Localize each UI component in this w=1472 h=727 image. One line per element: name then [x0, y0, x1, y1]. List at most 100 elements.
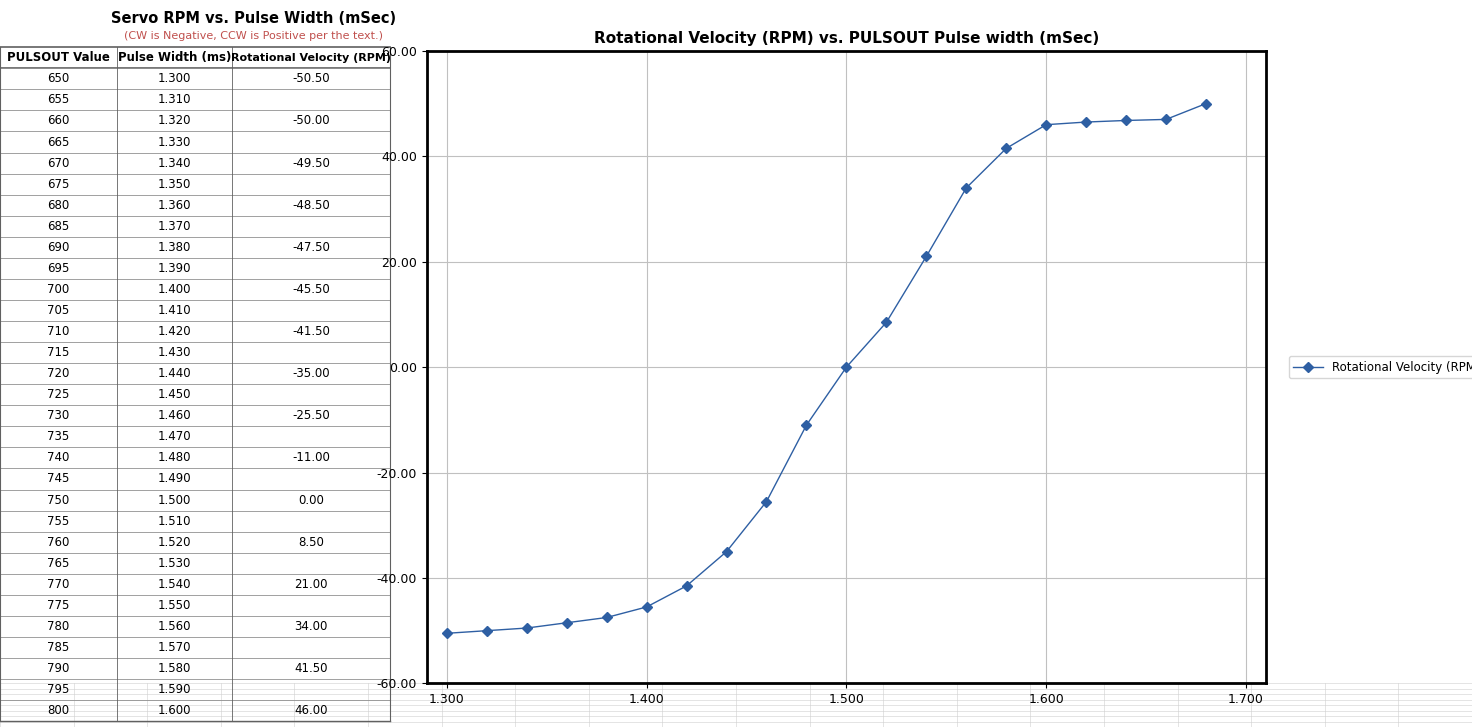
- Rotational Velocity (RPM): [1117, 116, 1135, 125]
- Rotational Velocity (RPM): [478, 627, 496, 635]
- Text: 34.00: 34.00: [294, 620, 328, 633]
- Text: 785: 785: [47, 641, 69, 654]
- Text: 750: 750: [47, 494, 69, 507]
- Text: 1.300: 1.300: [158, 73, 191, 85]
- Text: 1.540: 1.540: [158, 578, 191, 591]
- Text: 21.00: 21.00: [294, 578, 328, 591]
- Rotational Velocity (RPM): [1078, 118, 1095, 126]
- Text: 765: 765: [47, 557, 69, 570]
- Text: 755: 755: [47, 515, 69, 528]
- Text: 670: 670: [47, 156, 69, 169]
- Text: 1.330: 1.330: [158, 135, 191, 148]
- Text: 1.390: 1.390: [158, 262, 191, 275]
- Text: 650: 650: [47, 73, 69, 85]
- Rotational Velocity (RPM): [758, 497, 776, 506]
- Text: 1.360: 1.360: [158, 198, 191, 212]
- Text: 795: 795: [47, 683, 69, 696]
- Rotational Velocity (RPM): [1157, 115, 1175, 124]
- Text: 1.600: 1.600: [158, 704, 191, 717]
- Rotational Velocity (RPM): [838, 363, 855, 371]
- Text: -50.50: -50.50: [293, 73, 330, 85]
- Text: 1.510: 1.510: [158, 515, 191, 528]
- Text: 1.570: 1.570: [158, 641, 191, 654]
- Legend: Rotational Velocity (RPM): Rotational Velocity (RPM): [1288, 356, 1472, 378]
- Rotational Velocity (RPM): [598, 613, 615, 622]
- Text: 1.480: 1.480: [158, 451, 191, 465]
- Text: 1.560: 1.560: [158, 620, 191, 633]
- Text: 790: 790: [47, 662, 69, 675]
- Text: -35.00: -35.00: [293, 367, 330, 380]
- Text: 720: 720: [47, 367, 69, 380]
- Text: 695: 695: [47, 262, 69, 275]
- Text: 1.490: 1.490: [158, 473, 191, 486]
- Text: -45.50: -45.50: [293, 283, 330, 296]
- Line: Rotational Velocity (RPM): Rotational Velocity (RPM): [443, 100, 1210, 637]
- Text: 1.380: 1.380: [158, 241, 191, 254]
- Text: 660: 660: [47, 114, 69, 127]
- Text: Servo RPM vs. Pulse Width (mSec): Servo RPM vs. Pulse Width (mSec): [110, 11, 396, 26]
- Text: Pulse Width (ms): Pulse Width (ms): [118, 52, 231, 64]
- Text: 1.460: 1.460: [158, 409, 191, 422]
- Text: 1.550: 1.550: [158, 599, 191, 612]
- Text: 1.370: 1.370: [158, 220, 191, 233]
- Text: 775: 775: [47, 599, 69, 612]
- Text: 770: 770: [47, 578, 69, 591]
- Text: 745: 745: [47, 473, 69, 486]
- Text: 1.450: 1.450: [158, 388, 191, 401]
- Rotational Velocity (RPM): [877, 318, 895, 326]
- Text: 1.500: 1.500: [158, 494, 191, 507]
- Text: 1.520: 1.520: [158, 536, 191, 549]
- Text: 1.430: 1.430: [158, 346, 191, 359]
- Text: 1.580: 1.580: [158, 662, 191, 675]
- Rotational Velocity (RPM): [998, 144, 1016, 153]
- Text: 710: 710: [47, 325, 69, 338]
- Text: 690: 690: [47, 241, 69, 254]
- Rotational Velocity (RPM): [1197, 99, 1214, 108]
- Text: -47.50: -47.50: [291, 241, 330, 254]
- Rotational Velocity (RPM): [1038, 120, 1055, 129]
- Text: 0.00: 0.00: [299, 494, 324, 507]
- Text: 1.310: 1.310: [158, 93, 191, 106]
- Text: 700: 700: [47, 283, 69, 296]
- Text: (CW is Negative, CCW is Positive per the text.): (CW is Negative, CCW is Positive per the…: [124, 31, 383, 41]
- Text: 675: 675: [47, 177, 69, 190]
- Text: 1.470: 1.470: [158, 430, 191, 443]
- Text: 1.340: 1.340: [158, 156, 191, 169]
- Text: 730: 730: [47, 409, 69, 422]
- Rotational Velocity (RPM): [957, 183, 974, 192]
- Text: 8.50: 8.50: [299, 536, 324, 549]
- Rotational Velocity (RPM): [677, 582, 695, 590]
- Text: 1.590: 1.590: [158, 683, 191, 696]
- Rotational Velocity (RPM): [637, 603, 655, 611]
- Text: 46.00: 46.00: [294, 704, 328, 717]
- Text: 685: 685: [47, 220, 69, 233]
- Text: 1.320: 1.320: [158, 114, 191, 127]
- Text: 1.420: 1.420: [158, 325, 191, 338]
- Text: 1.440: 1.440: [158, 367, 191, 380]
- Text: 780: 780: [47, 620, 69, 633]
- Text: -48.50: -48.50: [293, 198, 330, 212]
- Text: 655: 655: [47, 93, 69, 106]
- Text: 1.410: 1.410: [158, 304, 191, 317]
- Rotational Velocity (RPM): [558, 619, 576, 627]
- Text: 715: 715: [47, 346, 69, 359]
- Text: 705: 705: [47, 304, 69, 317]
- Text: -11.00: -11.00: [291, 451, 330, 465]
- Text: 800: 800: [47, 704, 69, 717]
- Rotational Velocity (RPM): [439, 629, 456, 638]
- Text: -25.50: -25.50: [293, 409, 330, 422]
- Text: 680: 680: [47, 198, 69, 212]
- Rotational Velocity (RPM): [917, 252, 935, 261]
- Text: 1.350: 1.350: [158, 177, 191, 190]
- Text: 1.400: 1.400: [158, 283, 191, 296]
- Text: PULSOUT Value: PULSOUT Value: [7, 52, 110, 64]
- Rotational Velocity (RPM): [718, 547, 736, 556]
- Text: 740: 740: [47, 451, 69, 465]
- Rotational Velocity (RPM): [798, 421, 815, 430]
- Text: -50.00: -50.00: [293, 114, 330, 127]
- Text: Rotational Velocity (RPM): Rotational Velocity (RPM): [231, 53, 392, 63]
- Text: -49.50: -49.50: [291, 156, 330, 169]
- Title: Rotational Velocity (RPM) vs. PULSOUT Pulse width (mSec): Rotational Velocity (RPM) vs. PULSOUT Pu…: [593, 31, 1100, 46]
- Rotational Velocity (RPM): [518, 624, 536, 632]
- Text: 665: 665: [47, 135, 69, 148]
